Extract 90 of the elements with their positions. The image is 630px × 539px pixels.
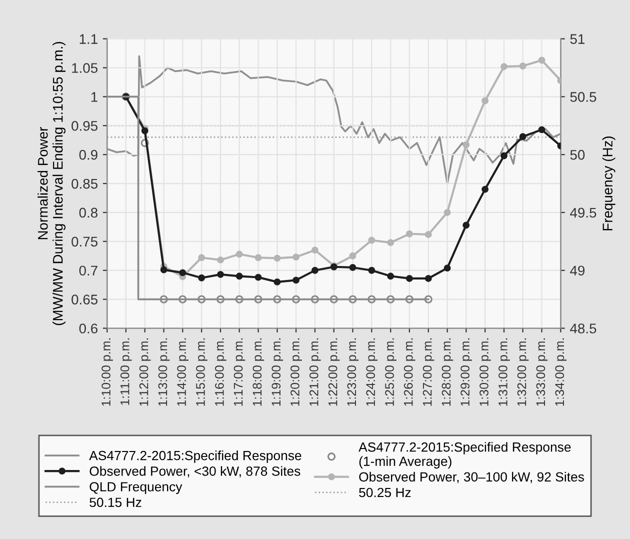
point — [482, 97, 489, 104]
point — [387, 272, 394, 280]
legend-label: AS4777.2-2015:Specified Response — [89, 450, 302, 463]
y2-tick-label: 49.5 — [570, 208, 596, 218]
x-tick-label: 1:15:00 p.m. — [196, 338, 208, 406]
point — [198, 274, 206, 282]
y-tick-label: 1 — [91, 92, 98, 102]
point — [538, 56, 546, 64]
y-tick-label: 0.9 — [79, 150, 98, 160]
y2-tick-label: 50 — [570, 150, 585, 160]
point — [424, 231, 432, 238]
y2-axis-title: Frequency (Hz) — [602, 136, 616, 230]
y-tick-label: 0.95 — [72, 120, 98, 131]
x-tick-label: 1:16:00 p.m. — [215, 338, 226, 406]
x-tick-label: 1:18:00 p.m. — [252, 338, 264, 406]
x-tick-label: 1:14:00 p.m. — [177, 338, 188, 406]
x-tick-label: 1:23:00 p.m. — [347, 338, 359, 406]
x-tick-label: 1:27:00 p.m. — [422, 338, 434, 406]
x-tick-label: 1:30:00 p.m. — [480, 338, 491, 406]
x-tick-label: 1:34:00 p.m. — [555, 338, 567, 406]
legend-label: AS4777.2-2015:Specified Response (1-min Average) — [358, 442, 571, 469]
point — [198, 254, 206, 262]
point — [444, 264, 451, 272]
point — [311, 246, 318, 254]
x-tick-label: 1:33:00 p.m. — [536, 338, 548, 406]
x-tick-label: 1:12:00 p.m. — [139, 338, 151, 406]
point — [519, 133, 526, 140]
point — [368, 236, 376, 244]
point — [349, 264, 356, 271]
point — [217, 256, 224, 264]
y-tick-label: 1.05 — [72, 63, 98, 73]
x-tick-label: 1:25:00 p.m. — [385, 338, 396, 406]
legend-label: 50.25 Hz — [359, 488, 411, 498]
x-tick-label: 1:17:00 p.m. — [234, 338, 246, 406]
point — [406, 274, 413, 282]
x-tick-label: 1:10:00 p.m. — [102, 338, 113, 406]
point — [519, 62, 526, 70]
point — [274, 254, 281, 262]
point — [311, 266, 318, 274]
point — [217, 270, 224, 278]
legend-label: Observed Power, 30–100 kW, 92 Sites — [359, 472, 584, 484]
point — [141, 127, 148, 134]
x-tick-label: 1:29:00 p.m. — [460, 338, 472, 406]
legend-label: 50.15 Hz — [90, 498, 142, 508]
x-tick-label: 1:20:00 p.m. — [290, 338, 302, 406]
x-tick-label: 1:11:00 p.m. — [120, 338, 132, 405]
x-tick-label: 1:31:00 p.m. — [498, 338, 510, 406]
point — [500, 152, 508, 160]
point — [236, 250, 243, 258]
point — [406, 230, 413, 238]
x-tick-label: 1:28:00 p.m. — [442, 338, 454, 406]
x-tick-label: 1:26:00 p.m. — [404, 338, 416, 406]
y-tick-label: 0.75 — [72, 236, 98, 247]
point — [274, 278, 281, 286]
point — [444, 209, 451, 216]
point — [538, 126, 546, 134]
y-tick-label: 0.6 — [79, 324, 98, 334]
point — [462, 141, 470, 148]
point — [482, 186, 489, 193]
point — [292, 254, 300, 261]
point — [236, 272, 243, 280]
point — [462, 222, 470, 229]
y-tick-label: 0.85 — [72, 178, 98, 189]
y2-tick-label: 49 — [570, 266, 585, 276]
point — [368, 266, 376, 274]
point — [179, 269, 186, 276]
point — [160, 266, 168, 274]
y2-tick-label: 48.5 — [570, 324, 596, 334]
x-tick-label: 1:13:00 p.m. — [158, 338, 170, 406]
x-tick-label: 1:24:00 p.m. — [366, 338, 378, 406]
y-tick-label: 0.7 — [79, 266, 98, 276]
legend-label: Observed Power, <30 kW, 878 Sites — [90, 466, 300, 478]
point — [500, 63, 508, 70]
point — [292, 276, 300, 284]
point — [387, 239, 394, 246]
x-tick-label: 1:22:00 p.m. — [328, 338, 340, 406]
point — [424, 274, 432, 282]
point — [254, 274, 262, 281]
y2-tick-label: 51 — [570, 34, 584, 44]
y2-tick-label: 50.5 — [570, 92, 596, 102]
point — [254, 254, 262, 262]
x-tick-label: 1:21:00 p.m. — [309, 338, 321, 406]
x-tick-label: 1:19:00 p.m. — [272, 338, 284, 406]
legend-label: QLD Frequency — [90, 482, 182, 494]
y-axis-title: Normalized Power (MW/MW During Interval Ending 1:10:55 p.m.) — [38, 42, 66, 326]
point — [349, 252, 356, 260]
y-tick-label: 1.1 — [80, 34, 98, 44]
y-tick-label: 0.8 — [79, 208, 98, 218]
y-tick-label: 0.65 — [72, 294, 98, 304]
x-tick-label: 1:32:00 p.m. — [517, 338, 529, 406]
